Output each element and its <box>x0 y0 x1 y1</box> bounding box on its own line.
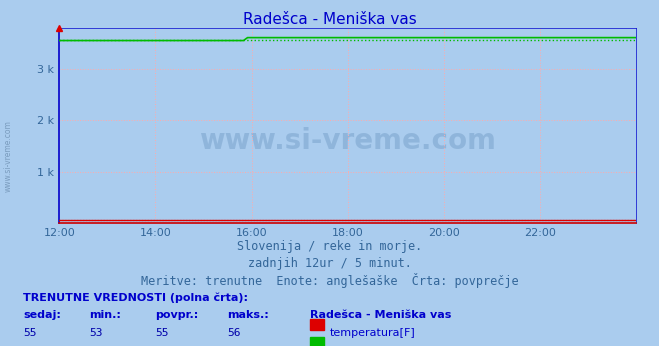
Text: 55: 55 <box>23 328 36 338</box>
Text: min.:: min.: <box>89 310 121 320</box>
Text: www.si-vreme.com: www.si-vreme.com <box>199 127 496 155</box>
Text: 55: 55 <box>155 328 168 338</box>
Text: Slovenija / reke in morje.: Slovenija / reke in morje. <box>237 240 422 254</box>
Text: temperatura[F]: temperatura[F] <box>330 328 415 338</box>
Text: sedaj:: sedaj: <box>23 310 61 320</box>
Text: Radešca - Meniška vas: Radešca - Meniška vas <box>310 310 451 320</box>
Text: Meritve: trenutne  Enote: anglešaške  Črta: povprečje: Meritve: trenutne Enote: anglešaške Črta… <box>140 273 519 288</box>
Text: 53: 53 <box>89 328 102 338</box>
Text: 56: 56 <box>227 328 241 338</box>
Text: Radešca - Meniška vas: Radešca - Meniška vas <box>243 12 416 27</box>
Text: povpr.:: povpr.: <box>155 310 198 320</box>
Text: maks.:: maks.: <box>227 310 269 320</box>
Text: TRENUTNE VREDNOSTI (polna črta):: TRENUTNE VREDNOSTI (polna črta): <box>23 292 248 303</box>
Text: zadnjih 12ur / 5 minut.: zadnjih 12ur / 5 minut. <box>248 257 411 270</box>
Text: www.si-vreme.com: www.si-vreme.com <box>3 120 13 192</box>
